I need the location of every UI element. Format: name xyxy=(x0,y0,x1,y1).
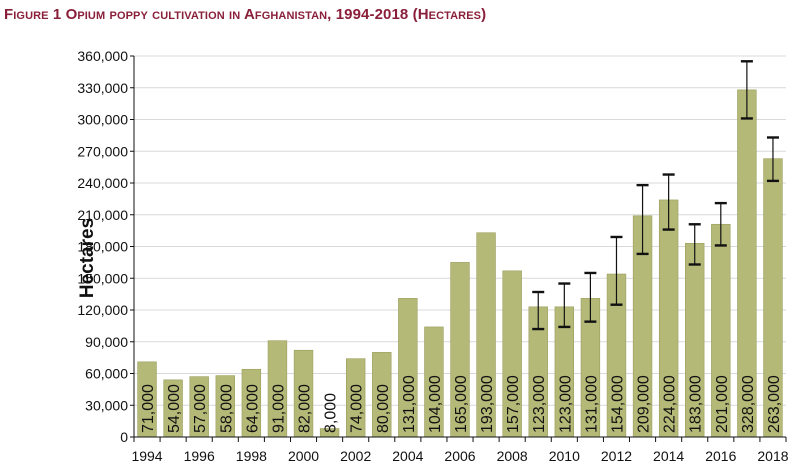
data-label-2018: 263,000 xyxy=(766,375,783,433)
y-tick-label: 240,000 xyxy=(77,175,128,191)
error-bar-2012 xyxy=(610,235,623,306)
data-label-1996: 57,000 xyxy=(192,384,209,433)
data-label-2010: 123,000 xyxy=(557,375,574,433)
error-bar-2014 xyxy=(662,173,675,231)
y-axis-label: Hectares xyxy=(77,218,98,298)
x-tick-label: 2004 xyxy=(392,448,423,464)
data-label-1998: 64,000 xyxy=(244,384,261,433)
data-label-2002: 74,000 xyxy=(349,384,366,433)
y-tick-label: 210,000 xyxy=(77,207,128,223)
y-tick-label: 60,000 xyxy=(85,366,128,382)
data-label-2009: 123,000 xyxy=(531,375,548,433)
data-label-2014: 224,000 xyxy=(662,375,679,433)
error-bar-2011 xyxy=(584,271,597,323)
data-label-2004: 131,000 xyxy=(401,375,418,433)
x-tick-label: 2012 xyxy=(601,448,632,464)
data-label-2003: 80,000 xyxy=(375,384,392,433)
x-tick-label: 2000 xyxy=(288,448,319,464)
data-label-2006: 165,000 xyxy=(453,375,470,433)
data-label-2007: 193,000 xyxy=(479,375,496,433)
data-label-2017: 328,000 xyxy=(740,375,757,433)
x-tick-label: 2014 xyxy=(653,448,684,464)
data-label-2015: 183,000 xyxy=(688,375,705,433)
data-label-2016: 201,000 xyxy=(714,375,731,433)
x-tick-label: 1998 xyxy=(236,448,267,464)
y-tick-label: 180,000 xyxy=(77,239,128,255)
error-bar-2013 xyxy=(636,183,649,256)
data-label-2012: 154,000 xyxy=(609,375,626,433)
data-label-2008: 157,000 xyxy=(505,375,522,433)
error-bar-2009 xyxy=(532,290,545,331)
y-tick-label: 120,000 xyxy=(77,302,128,318)
y-tick-label: 270,000 xyxy=(77,143,128,159)
data-label-1997: 58,000 xyxy=(218,384,235,433)
x-tick-label: 2018 xyxy=(757,448,788,464)
y-tick-label: 150,000 xyxy=(77,270,128,286)
error-bar-2015 xyxy=(688,223,701,266)
data-label-1995: 54,000 xyxy=(166,384,183,433)
data-label-2001: 8,000 xyxy=(323,393,340,433)
y-tick-label: 0 xyxy=(120,429,128,445)
y-tick-label: 330,000 xyxy=(77,80,128,96)
data-label-2005: 104,000 xyxy=(427,375,444,433)
error-bar-2016 xyxy=(714,201,727,247)
y-tick-label: 300,000 xyxy=(77,112,128,128)
y-tick-label: 360,000 xyxy=(77,48,128,64)
x-tick-label: 1996 xyxy=(184,448,215,464)
x-tick-label: 2008 xyxy=(497,448,528,464)
y-tick-label: 30,000 xyxy=(85,397,128,413)
x-tick-label: 2010 xyxy=(549,448,580,464)
x-tick-label: 2002 xyxy=(340,448,371,464)
y-tick-label: 90,000 xyxy=(85,334,128,350)
error-bar-2018 xyxy=(766,136,779,183)
chart-title: Figure 1 Opium poppy cultivation in Afgh… xyxy=(4,6,487,23)
data-label-1999: 91,000 xyxy=(270,384,287,433)
data-label-2000: 82,000 xyxy=(297,384,314,433)
error-bar-2017 xyxy=(740,60,753,120)
x-tick-label: 2006 xyxy=(444,448,475,464)
data-label-1994: 71,000 xyxy=(140,384,157,433)
x-tick-label: 2016 xyxy=(705,448,736,464)
data-label-2011: 131,000 xyxy=(583,375,600,433)
error-bar-2010 xyxy=(558,282,571,329)
data-label-2013: 209,000 xyxy=(636,375,653,433)
x-tick-label: 1994 xyxy=(131,448,162,464)
